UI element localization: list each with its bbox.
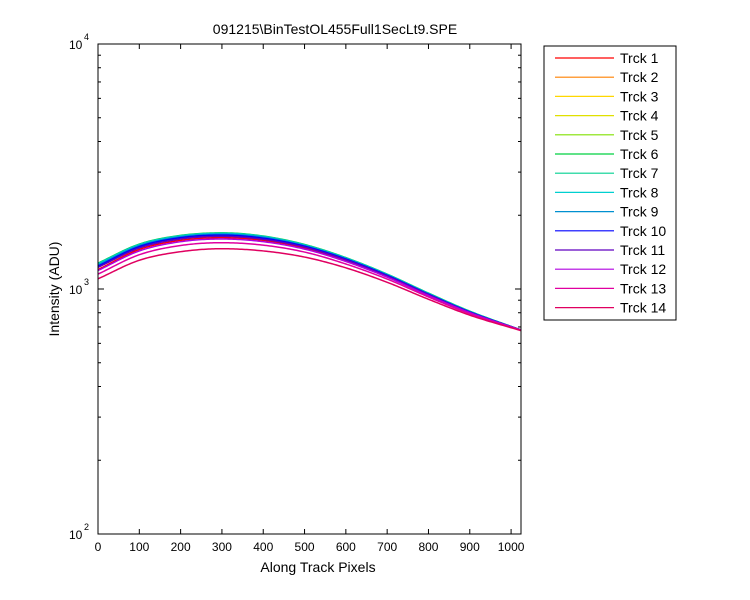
plot-area: 0 100 200 300 400 500 600 700 800 900 1000 1021031… bbox=[69, 32, 525, 554]
x-tick-label: 400 bbox=[253, 540, 273, 554]
legend-entry-label: Trck 13 bbox=[620, 280, 666, 296]
legend-entry-label: Trck 5 bbox=[620, 127, 659, 143]
legend-entry-label: Trck 8 bbox=[620, 184, 659, 200]
x-tick-label: 900 bbox=[460, 540, 480, 554]
x-tick-label: 100 bbox=[129, 540, 149, 554]
x-tick-label: 500 bbox=[295, 540, 315, 554]
legend-box bbox=[543, 45, 677, 321]
x-tick-label: 700 bbox=[377, 540, 397, 554]
series-line-trck-12 bbox=[97, 238, 522, 331]
y-tick-label: 10 bbox=[69, 283, 83, 297]
y-tick-label-exponent: 2 bbox=[84, 522, 89, 532]
y-tick-label: 10 bbox=[69, 528, 83, 542]
x-tick-label: 600 bbox=[336, 540, 356, 554]
legend-entry-label: Trck 9 bbox=[620, 204, 659, 220]
x-axis-label: Along Track Pixels bbox=[260, 559, 375, 575]
series-line-trck-13 bbox=[97, 241, 522, 332]
legend-items: Trck 1 Trck 2 Trck 3 Trck 4 Trck 5 Trck 6 Trck… bbox=[555, 50, 666, 316]
series-line-trck-14 bbox=[97, 247, 522, 332]
chart-title: 091215\BinTestOL455Full1SecLt9.SPE bbox=[213, 21, 457, 37]
legend-entry-label: Trck 7 bbox=[620, 165, 659, 181]
x-axis-ticks: 0 100 200 300 400 500 600 700 800 900 1000 bbox=[95, 44, 525, 554]
legend-entry-label: Trck 12 bbox=[620, 261, 666, 277]
x-tick-label: 200 bbox=[171, 540, 191, 554]
legend-entry-label: Trck 1 bbox=[620, 50, 659, 66]
legend-entry-label: Trck 11 bbox=[620, 242, 665, 258]
legend-entry-label: Trck 6 bbox=[620, 146, 659, 162]
y-tick-label-exponent: 4 bbox=[84, 32, 89, 42]
y-axis-label: Intensity (ADU) bbox=[46, 242, 62, 337]
legend: Trck 1 Trck 2 Trck 3 Trck 4 Trck 5 Trck 6 Trck… bbox=[543, 45, 677, 321]
legend-entry-label: Trck 4 bbox=[620, 108, 659, 124]
x-tick-label: 0 bbox=[95, 540, 102, 554]
series-layer bbox=[97, 232, 522, 332]
legend-entry-label: Trck 2 bbox=[620, 69, 659, 85]
legend-entry-label: Trck 14 bbox=[620, 300, 666, 316]
x-tick-label: 800 bbox=[418, 540, 438, 554]
x-tick-label: 300 bbox=[212, 540, 232, 554]
y-tick-label: 10 bbox=[69, 38, 83, 52]
x-tick-label: 1000 bbox=[498, 540, 525, 554]
y-tick-label-exponent: 3 bbox=[84, 277, 89, 287]
plot-background bbox=[98, 44, 521, 534]
legend-entry-label: Trck 10 bbox=[620, 223, 666, 239]
legend-entry-label: Trck 3 bbox=[620, 88, 659, 104]
